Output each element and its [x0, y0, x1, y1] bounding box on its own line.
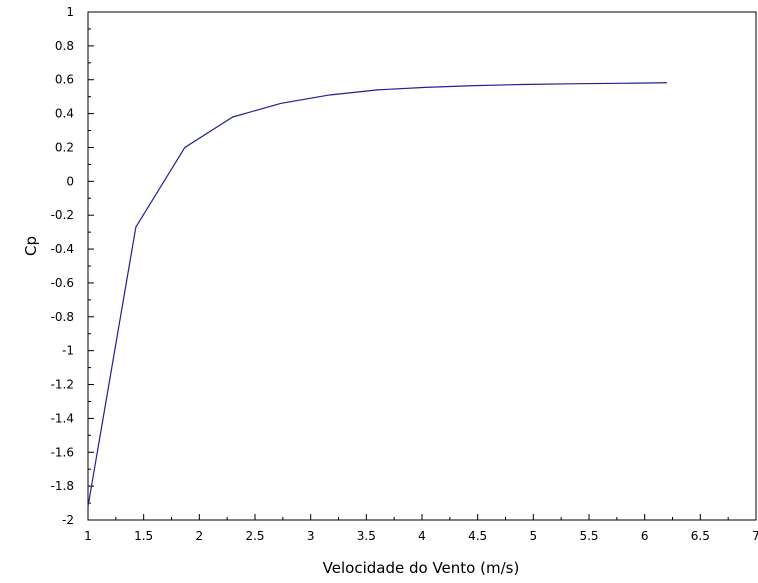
- x-tick-label: 2.5: [245, 529, 264, 543]
- y-tick-label: -1.8: [51, 479, 74, 493]
- plot-area: [87, 11, 757, 521]
- y-tick-label: -0.6: [51, 276, 74, 290]
- y-tick-label: -1.6: [51, 445, 74, 459]
- x-tick-label: 1: [84, 529, 92, 543]
- x-tick-label: 7: [752, 529, 758, 543]
- x-tick-label: 6.5: [691, 529, 710, 543]
- y-tick-label: 0.2: [55, 140, 74, 154]
- y-tick-label: 0.8: [55, 39, 74, 53]
- y-tick-label: -0.8: [51, 310, 74, 324]
- x-tick-labels: 1 1.5 2 2.5 3 3.5 4 4.5 5 5.5 6 6.5 7: [84, 529, 758, 543]
- y-tick-label: 1: [66, 5, 74, 19]
- y-tick-label: -1: [62, 344, 74, 358]
- x-tick-label: 1.5: [134, 529, 153, 543]
- series-line: [87, 82, 667, 507]
- y-tick-label: -1.2: [51, 378, 74, 392]
- x-tick-label: 4: [418, 529, 426, 543]
- y-tick-label: 0: [66, 174, 74, 188]
- y-tick-label: 0.4: [55, 107, 74, 121]
- x-tick-label: 5: [530, 529, 538, 543]
- x-axis-label: Velocidade do Vento (m/s): [323, 559, 520, 577]
- y-tick-label: -2: [62, 513, 74, 527]
- x-tick-label: 4.5: [468, 529, 487, 543]
- x-tick-label: 3.5: [357, 529, 376, 543]
- x-tick-label: 3: [307, 529, 315, 543]
- y-tick-label: 0.6: [55, 73, 74, 87]
- y-axis-label: Cp: [22, 236, 40, 256]
- x-tick-label: 5.5: [579, 529, 598, 543]
- x-tick-label: 6: [641, 529, 649, 543]
- y-tick-label: -0.4: [51, 242, 74, 256]
- y-tick-label: -1.4: [51, 411, 74, 425]
- y-tick-labels: 1 0.8 0.6 0.4 0.2 0 -0.2 -0.4 -0.6 -0.8 -1 -1.2 -1.4…: [51, 5, 74, 527]
- x-tick-label: 2: [196, 529, 204, 543]
- tick-marks: [87, 11, 757, 521]
- y-tick-label: -0.2: [51, 208, 74, 222]
